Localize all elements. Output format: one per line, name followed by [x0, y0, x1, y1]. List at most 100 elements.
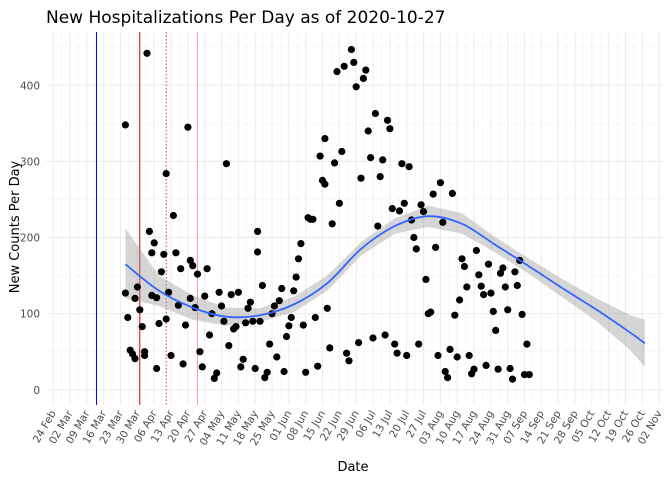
y-tick-label: 200 — [20, 233, 40, 245]
data-point — [441, 367, 449, 376]
data-point — [448, 189, 456, 197]
data-point — [513, 281, 521, 290]
data-point — [153, 364, 161, 373]
data-point — [347, 45, 355, 54]
data-point — [379, 156, 387, 164]
data-point — [367, 154, 375, 162]
data-point — [309, 215, 317, 223]
data-point — [254, 248, 262, 256]
data-point — [246, 298, 254, 306]
data-point — [359, 74, 367, 82]
data-point — [504, 306, 512, 314]
data-point — [273, 353, 281, 361]
data-point — [340, 62, 348, 70]
trend-line — [124, 215, 646, 345]
data-point — [355, 339, 363, 347]
data-point — [321, 135, 329, 143]
smooth-confidence-band — [125, 205, 645, 367]
data-point — [189, 262, 197, 270]
data-point — [369, 334, 377, 342]
data-point — [343, 349, 351, 357]
data-point — [299, 321, 307, 329]
chart-title: New Hospitalizations Per Day as of 2020-… — [46, 8, 445, 28]
data-point — [523, 340, 531, 348]
data-point — [234, 288, 242, 296]
data-point — [364, 127, 372, 135]
data-point — [225, 342, 233, 350]
data-point — [316, 152, 324, 160]
y-tick-label: 100 — [20, 309, 40, 321]
data-point — [280, 367, 288, 376]
data-point — [326, 344, 334, 352]
data-point — [422, 275, 430, 283]
data-point — [165, 288, 173, 296]
data-point — [210, 374, 218, 382]
data-point — [525, 371, 533, 379]
data-point — [472, 246, 480, 255]
data-point — [371, 109, 379, 118]
data-point — [434, 351, 442, 360]
data-point — [174, 301, 182, 309]
data-point — [412, 245, 420, 253]
data-point — [242, 319, 250, 327]
data-point — [256, 317, 264, 325]
data-point — [153, 294, 161, 302]
data-point — [239, 355, 247, 363]
data-point — [179, 360, 187, 368]
data-point — [227, 291, 235, 299]
reference-lines — [95, 32, 198, 405]
data-point — [237, 363, 245, 371]
data-point — [463, 283, 471, 291]
data-points — [121, 45, 533, 383]
data-point — [172, 249, 180, 257]
data-point — [501, 283, 509, 291]
data-point — [198, 363, 206, 371]
data-point — [297, 240, 305, 248]
data-point — [215, 288, 223, 296]
data-point — [451, 311, 459, 319]
data-point — [186, 294, 194, 302]
data-point — [131, 355, 139, 363]
data-point — [405, 163, 413, 171]
data-point — [285, 322, 293, 330]
data-point — [133, 283, 141, 291]
data-point — [323, 304, 331, 312]
data-point — [331, 159, 339, 167]
data-point — [302, 368, 310, 376]
data-point — [249, 317, 257, 325]
data-point — [333, 68, 341, 76]
data-point — [388, 205, 396, 213]
data-point — [453, 353, 461, 361]
data-point — [417, 201, 425, 209]
data-point — [232, 323, 240, 331]
data-point — [141, 348, 149, 356]
data-point — [136, 306, 144, 314]
data-point — [314, 362, 322, 370]
data-point — [511, 268, 519, 276]
data-point — [150, 239, 158, 247]
data-point — [335, 199, 343, 207]
data-point — [290, 287, 298, 295]
smooth-trend-line — [124, 215, 646, 345]
data-point — [121, 121, 129, 129]
y-tick-label: 0 — [33, 385, 40, 397]
data-point — [222, 160, 230, 168]
data-point — [157, 268, 165, 276]
data-point — [487, 289, 495, 297]
data-point — [263, 368, 271, 376]
data-point — [181, 321, 190, 329]
data-point — [201, 292, 209, 300]
data-point — [196, 348, 204, 356]
data-point — [480, 291, 488, 299]
data-point — [177, 265, 185, 273]
data-point — [138, 323, 146, 331]
data-point — [350, 58, 358, 66]
data-point — [415, 340, 423, 348]
data-point — [439, 218, 447, 226]
data-point — [506, 364, 514, 373]
x-axis-title: Date — [337, 460, 368, 475]
data-point — [436, 179, 444, 187]
data-point — [169, 211, 177, 220]
